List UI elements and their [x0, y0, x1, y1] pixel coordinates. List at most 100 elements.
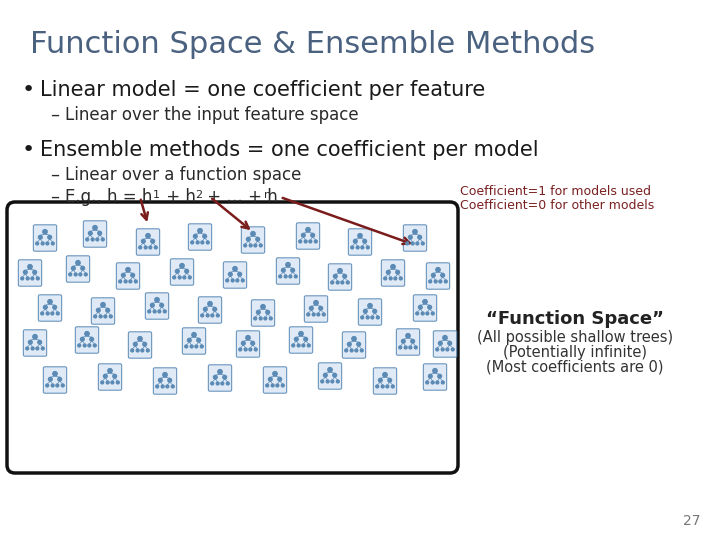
Circle shape	[278, 377, 282, 381]
Circle shape	[79, 273, 82, 276]
Circle shape	[166, 385, 168, 388]
Circle shape	[143, 342, 147, 346]
Circle shape	[51, 384, 54, 387]
Circle shape	[24, 271, 27, 274]
Circle shape	[136, 349, 139, 352]
Circle shape	[246, 238, 250, 241]
Circle shape	[350, 349, 353, 352]
Circle shape	[366, 316, 369, 319]
Circle shape	[101, 381, 104, 384]
Circle shape	[448, 341, 451, 345]
Circle shape	[81, 338, 84, 341]
Circle shape	[314, 301, 318, 305]
Circle shape	[96, 238, 99, 241]
Circle shape	[406, 242, 409, 245]
Circle shape	[239, 348, 242, 351]
Circle shape	[113, 374, 117, 378]
Text: “Function Space”: “Function Space”	[486, 310, 664, 328]
Circle shape	[154, 246, 157, 249]
Circle shape	[89, 231, 92, 235]
Circle shape	[53, 305, 57, 309]
Circle shape	[326, 380, 329, 383]
Circle shape	[198, 228, 202, 233]
Circle shape	[102, 238, 104, 241]
Circle shape	[416, 242, 419, 245]
Circle shape	[294, 338, 298, 341]
FancyBboxPatch shape	[343, 332, 366, 358]
Circle shape	[279, 275, 282, 278]
Circle shape	[90, 338, 94, 341]
Text: Coefficient=1 for models used: Coefficient=1 for models used	[460, 185, 651, 198]
Circle shape	[428, 305, 431, 309]
Circle shape	[31, 347, 34, 350]
Circle shape	[155, 298, 159, 302]
Circle shape	[206, 314, 209, 317]
Circle shape	[33, 335, 37, 339]
Circle shape	[251, 232, 255, 236]
FancyBboxPatch shape	[276, 258, 300, 284]
Circle shape	[390, 277, 392, 280]
Circle shape	[48, 235, 52, 239]
Circle shape	[213, 375, 217, 379]
Circle shape	[266, 384, 269, 387]
Circle shape	[336, 281, 339, 284]
Circle shape	[253, 317, 256, 320]
Circle shape	[131, 349, 134, 352]
Circle shape	[336, 380, 339, 383]
Circle shape	[150, 239, 155, 243]
FancyBboxPatch shape	[208, 365, 232, 391]
Circle shape	[358, 234, 362, 238]
Circle shape	[399, 346, 402, 349]
Circle shape	[56, 384, 59, 387]
Circle shape	[423, 300, 427, 304]
Circle shape	[238, 272, 241, 276]
Circle shape	[391, 265, 395, 269]
Circle shape	[208, 301, 212, 306]
FancyBboxPatch shape	[328, 264, 351, 290]
Text: (All possible shallow trees): (All possible shallow trees)	[477, 330, 673, 345]
Circle shape	[321, 380, 323, 383]
Circle shape	[51, 312, 54, 315]
Circle shape	[56, 312, 59, 315]
Circle shape	[189, 276, 192, 279]
Circle shape	[91, 238, 94, 241]
Text: + … + h: + … + h	[202, 188, 278, 206]
Circle shape	[53, 372, 57, 376]
Circle shape	[144, 246, 147, 249]
Circle shape	[88, 344, 91, 347]
Circle shape	[309, 240, 312, 243]
Circle shape	[363, 239, 366, 243]
FancyBboxPatch shape	[236, 331, 260, 357]
Circle shape	[98, 231, 102, 235]
FancyBboxPatch shape	[84, 221, 107, 247]
Circle shape	[33, 271, 37, 274]
Circle shape	[141, 349, 144, 352]
Circle shape	[131, 273, 135, 277]
Circle shape	[282, 268, 285, 272]
Circle shape	[431, 312, 434, 315]
Circle shape	[26, 277, 29, 280]
Circle shape	[400, 277, 402, 280]
FancyBboxPatch shape	[153, 368, 176, 394]
Circle shape	[207, 241, 210, 244]
Circle shape	[163, 373, 167, 377]
Circle shape	[36, 242, 39, 245]
Circle shape	[117, 381, 120, 384]
Circle shape	[266, 310, 269, 314]
Text: n: n	[264, 190, 271, 200]
Circle shape	[185, 269, 189, 273]
Text: Coefficient=0 for other models: Coefficient=0 for other models	[460, 199, 654, 212]
Circle shape	[256, 310, 260, 314]
Circle shape	[269, 317, 272, 320]
Circle shape	[284, 275, 287, 278]
Text: 2: 2	[195, 190, 202, 200]
Circle shape	[299, 240, 302, 243]
Circle shape	[426, 381, 428, 384]
Circle shape	[201, 241, 204, 244]
Circle shape	[146, 234, 150, 238]
FancyBboxPatch shape	[19, 260, 42, 286]
Circle shape	[443, 335, 447, 340]
Circle shape	[312, 313, 315, 316]
Circle shape	[291, 268, 294, 272]
Circle shape	[297, 344, 300, 347]
